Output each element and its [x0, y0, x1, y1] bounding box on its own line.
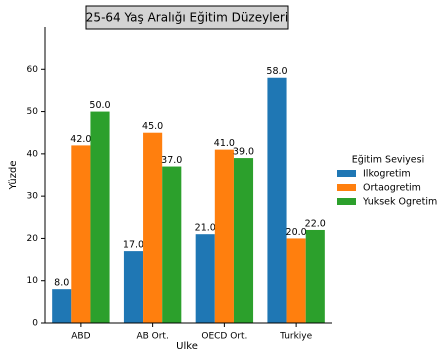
y-axis-label: Yüzde: [8, 160, 19, 190]
legend-label: Yuksek Ogretim: [362, 197, 437, 208]
bar: [267, 77, 287, 323]
value-label: 42.0: [70, 134, 91, 145]
bar: [214, 149, 234, 323]
title-box: [85, 5, 289, 30]
x-axis-label: Ulke: [176, 341, 198, 351]
value-label: 17.0: [123, 240, 144, 251]
x-tick-label: ABD: [71, 332, 90, 342]
bar: [162, 166, 182, 323]
x-tick-label: OECD Ort.: [201, 332, 247, 342]
bar: [305, 229, 325, 323]
x-tick-label: Turkiye: [279, 332, 313, 342]
bar: [233, 158, 254, 323]
value-label: 50.0: [89, 100, 110, 111]
legend-swatch: [337, 170, 356, 177]
legend-swatch: [337, 198, 356, 205]
legend-swatch: [337, 184, 356, 191]
value-label: 8.0: [54, 278, 69, 289]
value-label: 45.0: [142, 121, 163, 132]
legend-label: Ortaogretim: [363, 183, 421, 194]
x-tick-label: AB Ort.: [136, 332, 168, 342]
value-label: 58.0: [266, 66, 287, 77]
bar: [195, 234, 215, 323]
bar: [90, 111, 110, 323]
legend-label: Ilkogretim: [363, 169, 411, 180]
value-label: 41.0: [214, 138, 235, 149]
y-tick-label: 10: [27, 276, 39, 286]
value-label: 22.0: [305, 218, 326, 229]
bar: [143, 132, 163, 323]
y-tick-label: 20: [27, 234, 39, 244]
y-tick-label: 0: [32, 319, 38, 329]
value-label: 39.0: [233, 147, 254, 158]
value-label: 20.0: [286, 227, 307, 238]
legend-title: Eğitim Seviyesi: [352, 155, 425, 166]
y-tick-label: 30: [27, 192, 39, 202]
chart-title: 25-64 Yaş Aralığı Eğitim Düzeyleri: [86, 11, 288, 25]
y-tick-label: 40: [27, 149, 39, 159]
y-tick-label: 50: [27, 107, 39, 117]
value-label: 21.0: [195, 223, 216, 234]
bar: [71, 145, 91, 323]
bar: [286, 238, 306, 323]
y-tick-label: 60: [27, 65, 39, 75]
bar: [123, 251, 144, 323]
value-label: 37.0: [161, 155, 182, 166]
bar: [52, 289, 72, 323]
